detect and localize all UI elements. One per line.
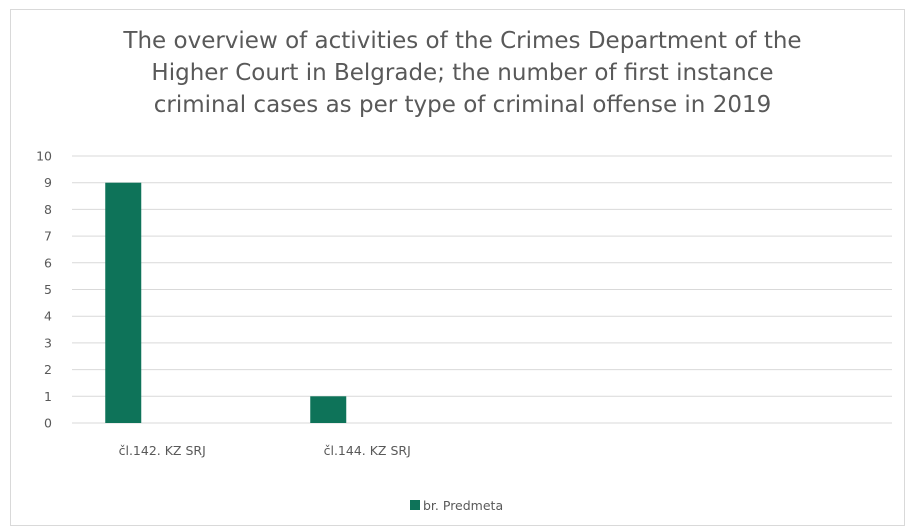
y-tick-label: 7: [44, 229, 52, 244]
bar: [310, 396, 347, 423]
y-tick-label: 2: [44, 362, 52, 377]
legend-swatch: [410, 500, 420, 510]
y-tick-label: 9: [44, 175, 52, 190]
legend-label: br. Predmeta: [423, 497, 504, 513]
chart-legend: br. Predmeta: [410, 496, 503, 514]
y-tick-label: 10: [36, 149, 52, 164]
y-tick-label: 8: [44, 202, 52, 217]
chart-title-line-3: criminal cases as per type of criminal o…: [153, 92, 772, 118]
x-tick-label: čl.144. KZ SRJ: [324, 443, 411, 458]
bar: [105, 182, 142, 423]
y-tick-label: 4: [44, 309, 52, 324]
chart-title-line-2: Higher Court in Belgrade; the number of …: [151, 60, 774, 86]
chart-title-line-1: The overview of activities of the Crimes…: [123, 28, 802, 54]
chart-title: The overview of activities of the Crimes…: [40, 25, 885, 121]
y-tick-label: 0: [44, 416, 52, 431]
y-tick-label: 5: [44, 282, 52, 297]
y-tick-label: 1: [44, 389, 52, 404]
x-tick-label: čl.142. KZ SRJ: [119, 443, 206, 458]
y-tick-label: 6: [44, 255, 52, 270]
chart-frame: [10, 9, 905, 526]
y-tick-label: 3: [44, 335, 52, 350]
